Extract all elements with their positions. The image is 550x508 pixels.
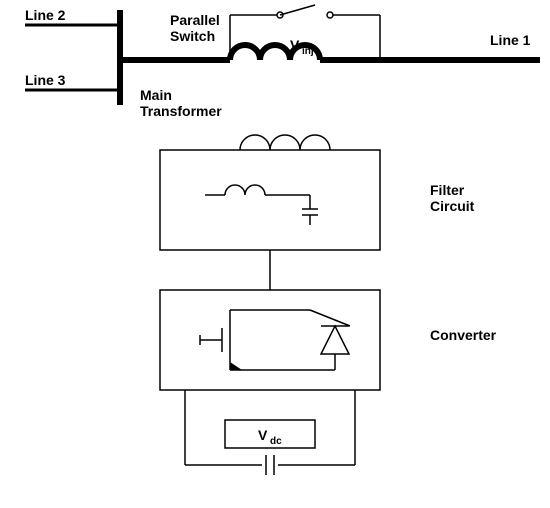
main-transformer-label2: Transformer [140, 103, 222, 119]
vdc-sub-label: dc [270, 436, 282, 447]
line-1 [120, 45, 540, 60]
converter [160, 290, 380, 390]
svg-text:V: V [290, 37, 300, 53]
svg-text:inj: inj [302, 46, 314, 57]
main-transformer-label: Main [140, 87, 172, 103]
line2-label: Line 2 [25, 7, 66, 23]
converter-label: Converter [430, 327, 497, 343]
filter-label2: Circuit [430, 198, 475, 214]
filter-label: Filter [430, 182, 465, 198]
parallel-switch-label2: Switch [170, 28, 215, 44]
vdc-label: V [258, 427, 268, 443]
filter-circuit [160, 150, 380, 250]
vdc-section: Vdc [185, 390, 355, 475]
line1-label: Line 1 [490, 32, 531, 48]
line3-label: Line 3 [25, 72, 66, 88]
parallel-switch-label: Parallel [170, 12, 220, 28]
